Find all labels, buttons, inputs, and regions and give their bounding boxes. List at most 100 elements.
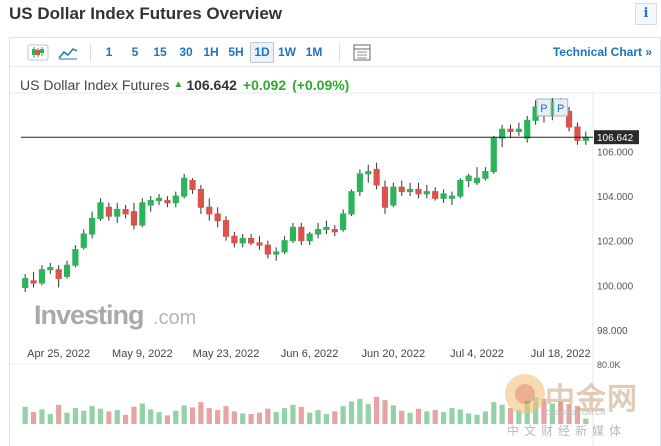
volume-bar <box>558 401 564 424</box>
toolbar-separator <box>90 43 91 62</box>
candle-down <box>130 211 138 226</box>
last-price-tag <box>594 130 639 145</box>
volume-bar <box>491 402 497 424</box>
candlestick-icon[interactable] <box>26 42 50 63</box>
volume-bar <box>365 404 371 424</box>
pp-marker <box>553 98 569 117</box>
candle-up <box>490 137 497 173</box>
volume-bar <box>173 410 179 424</box>
volume-bar <box>457 409 463 424</box>
x-tick-label: Apr 25, 2022 <box>27 348 90 360</box>
candle-down <box>574 126 581 141</box>
investing-logo-suffix: .com <box>153 307 196 329</box>
price-chart[interactable]: 98.000 100.000 102.000 104.000 106.000 Apr 25… <box>10 38 661 446</box>
chart-widget: 1 5 15 30 1H 5H 1D 1W 1M Technical Chart… <box>9 37 661 446</box>
candle-up <box>482 171 489 179</box>
candle-down <box>231 235 238 244</box>
volume-bar <box>574 406 581 424</box>
toolbar-separator <box>339 43 340 62</box>
volume-bar <box>399 410 405 424</box>
volume-bar <box>240 413 246 424</box>
candle-up <box>407 188 414 193</box>
cngold-watermark: 中金网 CNGOLD.COM.CN 中文财经新媒体 <box>505 372 655 442</box>
volume-bar <box>374 396 380 424</box>
candle-up <box>155 197 163 202</box>
candle-down <box>381 186 389 208</box>
volume-bar <box>215 410 221 424</box>
period-1m[interactable]: 1M <box>305 45 323 59</box>
volume-bar <box>390 405 396 424</box>
period-15[interactable]: 15 <box>153 45 167 59</box>
instrument-header: US Dollar Index Futures ▲ 106.642 +0.092 (+0… <box>20 77 349 93</box>
candle-down <box>55 269 62 280</box>
candle-down <box>30 280 37 284</box>
candle-up <box>281 240 288 253</box>
volume-bar <box>516 410 522 424</box>
page-title: US Dollar Index Futures Overview <box>9 4 283 23</box>
candle-up <box>423 191 430 195</box>
period-5[interactable]: 5 <box>131 45 139 59</box>
volume-bar <box>156 412 162 424</box>
volume-bar <box>164 415 171 424</box>
candle-down <box>122 208 129 215</box>
x-tick-label: Jul 18, 2022 <box>531 348 591 360</box>
period-1[interactable]: 1 <box>105 45 113 59</box>
candle-up <box>38 269 46 284</box>
candle-down <box>415 188 422 195</box>
volume-bar <box>432 410 438 424</box>
volume-bar <box>541 398 547 424</box>
volume-bar <box>415 408 422 424</box>
candle-up <box>97 202 104 219</box>
last-price: 106.642 <box>186 77 237 93</box>
y-tick-label: 98.000 <box>597 326 628 337</box>
candle-up <box>47 266 54 271</box>
chart-toolbar: 1 5 15 30 1H 5H 1D 1W 1M Technical Chart… <box>10 38 661 67</box>
volume-bar <box>64 412 70 424</box>
arrow-up-icon: ▲ <box>173 79 184 90</box>
candle-up <box>340 213 347 231</box>
volume-bar <box>123 414 129 424</box>
technical-chart-link[interactable]: Technical Chart » <box>552 45 652 59</box>
y-tick-label: 100.000 <box>597 281 634 292</box>
candle-up <box>314 229 322 235</box>
candle-up <box>89 217 96 235</box>
candle-down <box>298 226 305 242</box>
period-1h[interactable]: 1H <box>203 45 219 59</box>
candle-down <box>256 242 263 246</box>
volume-bar <box>583 418 589 424</box>
candle-up <box>22 278 29 288</box>
volume-bar <box>189 407 196 424</box>
volume-bar <box>198 402 204 424</box>
candle-down <box>248 237 255 244</box>
candle-up <box>499 128 506 139</box>
period-5h[interactable]: 5H <box>228 45 244 59</box>
table-icon[interactable] <box>350 42 374 63</box>
volume-bar <box>323 414 330 424</box>
last-price-tag-label: 106.642 <box>597 133 634 144</box>
area-chart-icon[interactable] <box>56 42 80 63</box>
period-30[interactable]: 30 <box>179 45 193 59</box>
volume-bar <box>30 412 37 424</box>
volume-bar <box>290 404 296 424</box>
candle-down <box>373 168 380 186</box>
candle-up <box>473 177 481 184</box>
volume-bar <box>106 411 112 424</box>
volume-bar <box>474 414 480 424</box>
candle-up <box>172 195 179 204</box>
watermark-title: 中金网 <box>545 382 638 417</box>
period-1w[interactable]: 1W <box>278 45 296 59</box>
candle-up <box>390 186 397 206</box>
volume-bar <box>549 403 555 424</box>
volume-bar <box>566 404 572 424</box>
candle-up <box>273 251 280 255</box>
volume-bar <box>315 410 321 424</box>
info-icon[interactable]: i <box>635 3 657 25</box>
volume-bar <box>81 410 87 424</box>
volume-bar <box>231 411 237 424</box>
candle-up <box>80 233 87 248</box>
period-1d[interactable]: 1D <box>250 42 274 63</box>
volume-bar <box>382 400 388 424</box>
candle-down <box>189 179 196 190</box>
investing-logo: Investing <box>34 300 144 330</box>
candle-down <box>164 200 171 204</box>
